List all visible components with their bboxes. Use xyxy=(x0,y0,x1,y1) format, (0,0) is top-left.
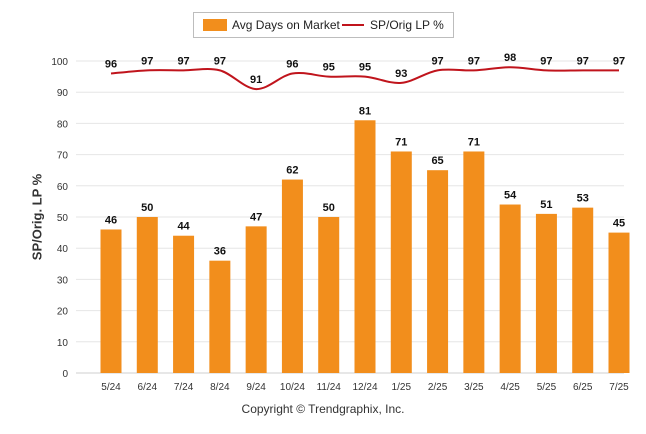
legend-bar-label: Avg Days on Market xyxy=(232,18,340,32)
bar-value-label: 54 xyxy=(504,190,517,202)
y-tick-label: 40 xyxy=(57,244,69,255)
line-value-label: 96 xyxy=(105,58,117,70)
bar-value-label: 47 xyxy=(250,211,262,223)
legend: Avg Days on Market SP/Orig LP % xyxy=(193,12,454,38)
bar-value-label: 71 xyxy=(395,136,407,148)
y-tick-label: 50 xyxy=(57,213,69,224)
legend-item-line[interactable]: SP/Orig LP % xyxy=(342,13,444,37)
line-value-label: 98 xyxy=(504,52,516,64)
line-value-label: 97 xyxy=(613,55,625,67)
bar xyxy=(463,151,485,373)
x-tick-label: 2/25 xyxy=(428,382,448,393)
bar xyxy=(427,170,449,373)
x-tick-label: 4/25 xyxy=(500,382,520,393)
bar xyxy=(173,235,195,373)
line-value-label: 97 xyxy=(431,55,443,67)
bar xyxy=(390,151,412,373)
y-axis-label: SP/Orig. LP % xyxy=(29,173,45,261)
bar-value-label: 50 xyxy=(141,202,153,214)
x-tick-label: 7/25 xyxy=(609,382,629,393)
bar xyxy=(136,217,158,373)
line-value-label: 95 xyxy=(323,62,335,74)
bar xyxy=(100,229,122,373)
copyright-text: Copyright © Trendgraphix, Inc. xyxy=(241,402,405,416)
legend-line-label: SP/Orig LP % xyxy=(370,18,444,32)
bar-value-label: 81 xyxy=(359,105,371,117)
x-tick-label: 9/24 xyxy=(246,382,266,393)
y-tick-label: 90 xyxy=(57,88,69,99)
bar xyxy=(608,232,630,373)
line-value-label: 93 xyxy=(395,68,407,80)
y-tick-label: 60 xyxy=(57,182,69,193)
x-tick-label: 1/25 xyxy=(392,382,412,393)
y-tick-label: 0 xyxy=(62,369,68,380)
bar xyxy=(535,213,557,373)
line-value-label: 91 xyxy=(250,74,262,86)
line-value-label: 97 xyxy=(468,55,480,67)
x-tick-label: 5/24 xyxy=(101,382,121,393)
bar xyxy=(572,207,594,373)
bar-value-label: 51 xyxy=(540,199,552,211)
bar-value-label: 65 xyxy=(431,155,443,167)
x-tick-label: 5/25 xyxy=(537,382,557,393)
bar-value-label: 53 xyxy=(577,193,589,205)
bar-value-label: 50 xyxy=(323,202,335,214)
bar-value-label: 71 xyxy=(468,136,480,148)
y-tick-label: 70 xyxy=(57,151,69,162)
x-tick-label: 8/24 xyxy=(210,382,230,393)
y-tick-label: 20 xyxy=(57,307,69,318)
x-tick-label: 7/24 xyxy=(174,382,194,393)
bar-value-label: 46 xyxy=(105,214,117,226)
line-data-labels: 96 97 97 97 91 96 95 95 93 97 97 98 97 97 97 xyxy=(105,52,625,86)
bar xyxy=(281,179,303,373)
line-value-label: 97 xyxy=(214,55,226,67)
x-tick-label: 3/25 xyxy=(464,382,484,393)
y-tick-label: 100 xyxy=(51,57,68,68)
bar-value-label: 44 xyxy=(177,221,190,233)
line-series xyxy=(110,66,619,91)
line-value-label: 97 xyxy=(141,55,153,67)
bar xyxy=(354,120,376,373)
y-tick-label: 30 xyxy=(57,275,69,286)
line-value-label: 97 xyxy=(177,55,189,67)
bar-value-label: 45 xyxy=(613,218,625,230)
line-value-label: 97 xyxy=(577,55,589,67)
bar xyxy=(499,204,521,373)
x-tick-label: 10/24 xyxy=(280,382,305,393)
legend-bar-swatch xyxy=(203,19,227,31)
y-tick-label: 80 xyxy=(57,119,69,130)
legend-line-swatch xyxy=(342,24,364,26)
x-tick-label: 6/25 xyxy=(573,382,593,393)
line-value-label: 95 xyxy=(359,62,371,74)
bars xyxy=(100,120,630,373)
y-tick-label: 10 xyxy=(57,338,69,349)
x-tick-label: 6/24 xyxy=(138,382,158,393)
line-value-label: 96 xyxy=(286,58,298,70)
legend-item-bar[interactable]: Avg Days on Market xyxy=(203,13,340,37)
x-axis-ticks: 5/24 6/24 7/24 8/24 9/24 10/24 11/24 12/24 1/25 2… xyxy=(101,382,629,393)
bar-value-label: 36 xyxy=(214,246,226,258)
x-tick-label: 11/24 xyxy=(317,382,342,393)
bar xyxy=(245,226,267,373)
y-axis-ticks: 0 10 20 30 40 50 60 70 80 90 100 xyxy=(51,57,68,380)
series-line xyxy=(110,66,619,91)
line-value-label: 97 xyxy=(540,55,552,67)
grid-lines xyxy=(76,60,624,374)
x-tick-label: 12/24 xyxy=(352,382,377,393)
bar xyxy=(318,217,340,373)
bar-value-label: 62 xyxy=(286,165,298,177)
bar xyxy=(209,260,231,373)
bar-data-labels: 46 50 44 36 47 62 50 81 71 65 71 54 51 53 45 xyxy=(105,105,625,257)
